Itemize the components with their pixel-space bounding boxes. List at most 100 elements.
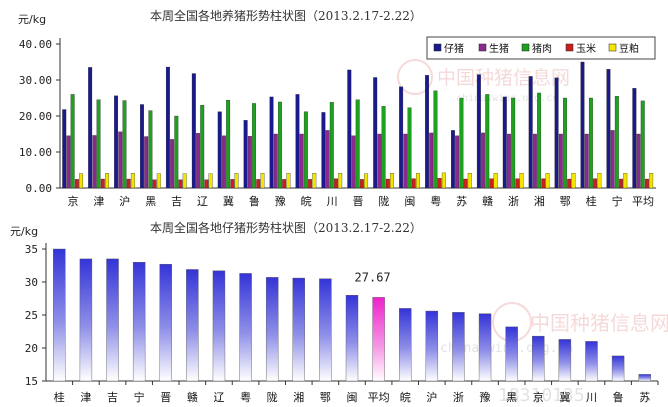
chart2-bar [611, 355, 625, 382]
chart1-bar [390, 173, 394, 189]
chart2-x-tick-label: 鄂 [320, 391, 331, 404]
chart1-y-tick-label: 0.00 [26, 182, 53, 195]
chart1-x-tick-label: 鄂 [560, 195, 571, 208]
chart1-bar [321, 112, 326, 189]
chart1-y-unit: 元/kg [18, 13, 46, 26]
chart1-x-tick-label: 津 [93, 195, 104, 208]
chart1-bar [411, 178, 416, 189]
chart1-bar [381, 106, 386, 189]
chart1-bar [463, 178, 468, 189]
chart1-bar [588, 97, 593, 189]
chart1-bar [415, 173, 420, 189]
chart2-x-tick-label: 宁 [134, 390, 145, 404]
chart1-bar [130, 173, 135, 189]
chart1-bar [528, 76, 533, 189]
chart1-x-tick-label: 晋 [353, 195, 364, 208]
chart1-bar [364, 173, 369, 189]
chart1-legend-label: 猪肉 [532, 42, 552, 55]
chart1-bar [515, 178, 520, 189]
chart1-bar [174, 115, 179, 189]
chart2-bar [478, 313, 492, 382]
chart1-x-tick-label: 陇 [378, 194, 389, 208]
chart1-bar [178, 179, 183, 189]
watermark-top-en: chinaswine.org.cn [456, 93, 558, 104]
chart1-bar [451, 130, 455, 189]
chart1-title: 本周全国各地养猪形势柱状图（2013.2.17-2.22） [150, 8, 422, 23]
chart2-bar [425, 310, 439, 382]
chart2-x-tick-label: 陇 [267, 390, 278, 404]
chart1-y-tick-label: 20.00 [19, 110, 52, 123]
chart1-bar [79, 173, 84, 189]
chart1-bar [204, 179, 209, 189]
chart1-bar [126, 178, 131, 189]
chart2-bar [585, 341, 598, 382]
chart2-y-tick-label: 35 [25, 243, 38, 256]
chart2-x-tick-label: 苏 [639, 391, 650, 404]
chart2-x-tick-label: 浙 [453, 391, 464, 404]
chart1-bar [489, 178, 494, 189]
chart1-bar [519, 173, 524, 189]
watermark-bottom-number: 18310135 [498, 385, 585, 406]
chart1-x-tick-label: 平均 [632, 195, 654, 208]
chart1-x-tick-label: 川 [327, 195, 338, 208]
chart1-bar [614, 96, 619, 189]
chart2-x-tick-label: 川 [586, 391, 597, 404]
chart1-x-tick-label: 苏 [456, 195, 467, 208]
chart2-x-tick-label: 皖 [400, 390, 411, 404]
chart1-bar [140, 104, 144, 189]
chart1-bar [338, 173, 343, 189]
chart1-legend-swatch [478, 43, 487, 52]
chart1-x-tick-label: 辽 [197, 195, 208, 208]
chart1-bar [597, 173, 602, 189]
chart1-bar [554, 77, 559, 189]
chart2-bar [212, 270, 226, 382]
chart2-y-tick-label: 30 [25, 276, 38, 289]
chart1-x-tick-label: 赣 [482, 194, 493, 208]
chart1-bar [74, 179, 79, 189]
watermark-bottom: 中国种猪信息网 chinaswine.org.cn 18310135 [440, 302, 668, 406]
chart1-bar [96, 99, 101, 189]
chart1-y-tick-label: 40.00 [19, 38, 52, 51]
chart1-x-tick-label: 粤 [430, 194, 441, 208]
chart1-bar [455, 135, 460, 189]
chart1-y-tick-label: 30.00 [19, 74, 52, 87]
chart1-bar [385, 178, 390, 189]
chart2-x-tick-label: 平均 [368, 391, 390, 404]
chart1-legend-box [426, 36, 656, 60]
chart1-x-tick-label: 宁 [612, 194, 623, 208]
chart1-bar [563, 97, 567, 189]
chart1-legend-swatch [433, 43, 442, 52]
chart2-x-tick-label: 湘 [293, 390, 304, 404]
chart1-legend: 仔猪 生猪 猪肉 玉米 豆粕 [426, 36, 656, 60]
chart2-x-tick-label: 桂 [54, 390, 65, 404]
chart1-bar [373, 77, 378, 189]
chart2-bar [79, 258, 93, 382]
chart1-bar [425, 75, 429, 189]
chart1-bar [122, 100, 127, 189]
chart1-legend-label: 玉米 [576, 42, 596, 55]
chart1-x-tick-label: 闽 [404, 195, 415, 208]
chart1-bar [286, 173, 291, 189]
chart1-bar [256, 179, 261, 189]
chart2-bar [239, 273, 252, 382]
chart1-bar [355, 99, 360, 189]
chart2-bar [638, 374, 651, 382]
chart1-bar [196, 133, 200, 189]
chart2-x-tick-label: 冀 [559, 390, 570, 404]
chart1-y-tick-label: 10.00 [19, 146, 52, 159]
chart2-x-tick-label: 豫 [480, 391, 491, 404]
chart1-bar [467, 173, 472, 189]
chart1-bar [329, 102, 334, 189]
chart1-bar [632, 88, 637, 189]
chart2-bar [558, 339, 572, 382]
chart1-bar [558, 133, 563, 189]
chart1-bar [308, 179, 313, 189]
chart2-annotation: 27.67 [355, 270, 391, 284]
chart1-x-tick-label: 皖 [301, 194, 312, 208]
chart1-bar [493, 173, 498, 189]
chart1-bar [273, 133, 278, 189]
chart1-bar [282, 179, 287, 189]
chart2-bar [265, 277, 279, 382]
